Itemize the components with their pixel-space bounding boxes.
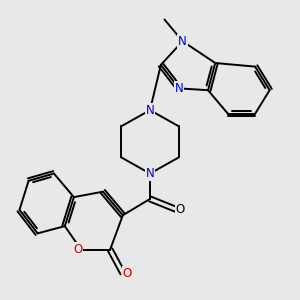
Text: N: N [175, 82, 183, 95]
Text: O: O [176, 203, 185, 216]
Text: N: N [178, 35, 187, 48]
Text: O: O [122, 267, 132, 280]
Text: N: N [146, 167, 154, 180]
Text: O: O [73, 243, 82, 256]
Text: N: N [146, 103, 154, 117]
